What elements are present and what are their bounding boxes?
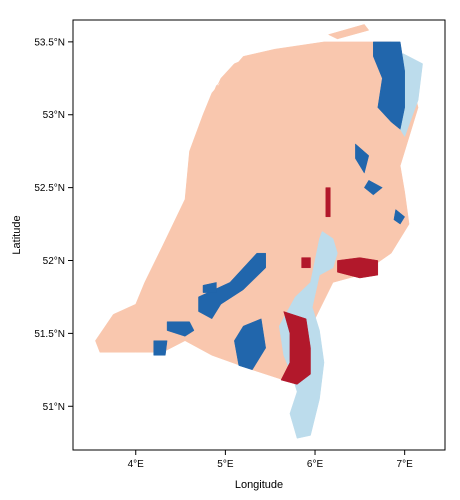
x-tick-label: 7°E [397,459,414,470]
y-tick-label: 53°N [43,110,65,121]
region-dark-blue-8 [393,209,406,225]
region-layer [95,24,423,439]
y-tick-label: 51°N [43,402,65,413]
y-axis-title: Latitude [11,215,23,254]
x-tick-label: 4°E [128,459,145,470]
region-dark-blue-9 [198,252,266,320]
plot-frame [72,19,446,451]
region-salmon-1 [207,56,253,108]
y-axis: 51°N 51.5°N 52°N 52.5°N 53°N 53.5°N [34,37,73,413]
region-dark-blue-7 [363,179,383,196]
y-tick-label: 52°N [43,256,65,267]
region-dark-blue-5 [373,41,405,130]
region-dark-blue-10 [234,318,266,371]
y-tick-label: 52.5°N [34,183,65,194]
region-dark-red-15 [280,311,311,385]
region-salmon-2 [327,24,370,40]
region-dark-blue-13 [202,282,217,293]
x-axis-title: Longitude [235,479,283,491]
y-tick-label: 51.5°N [34,329,65,340]
region-dark-red-14 [337,257,379,279]
region-dark-blue-6 [355,143,370,174]
x-tick-label: 6°E [307,459,324,470]
x-tick-label: 5°E [217,459,234,470]
y-tick-label: 53.5°N [34,37,65,48]
region-dark-red-16 [325,187,331,218]
region-dark-blue-11 [166,321,195,337]
region-dark-red-17 [301,257,311,269]
region-dark-blue-12 [153,340,168,356]
x-axis: 4°E 5°E 6°E 7°E [128,450,413,470]
